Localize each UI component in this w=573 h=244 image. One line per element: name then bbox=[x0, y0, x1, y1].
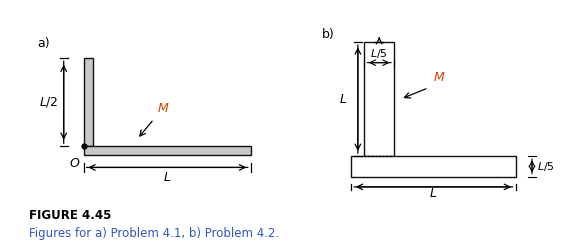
Text: $M$: $M$ bbox=[157, 102, 170, 115]
Text: Figures for a) Problem 4.1, b) Problem 4.2.: Figures for a) Problem 4.1, b) Problem 4… bbox=[29, 227, 279, 240]
Text: b): b) bbox=[321, 29, 335, 41]
Text: $L/5$: $L/5$ bbox=[537, 160, 555, 173]
Bar bbox=[84, 146, 251, 155]
Bar bbox=[351, 156, 516, 177]
Text: $L/5$: $L/5$ bbox=[370, 47, 388, 60]
Text: $M$: $M$ bbox=[433, 71, 446, 84]
Text: FIGURE 4.45: FIGURE 4.45 bbox=[29, 209, 111, 222]
Text: $L$: $L$ bbox=[339, 93, 347, 106]
Bar bbox=[84, 58, 93, 146]
Text: $L$: $L$ bbox=[429, 187, 438, 200]
Text: $L/2$: $L/2$ bbox=[39, 95, 58, 109]
Text: a): a) bbox=[37, 37, 50, 50]
Bar bbox=[364, 42, 394, 156]
Text: $L$: $L$ bbox=[163, 172, 171, 184]
Text: $O$: $O$ bbox=[69, 157, 80, 170]
